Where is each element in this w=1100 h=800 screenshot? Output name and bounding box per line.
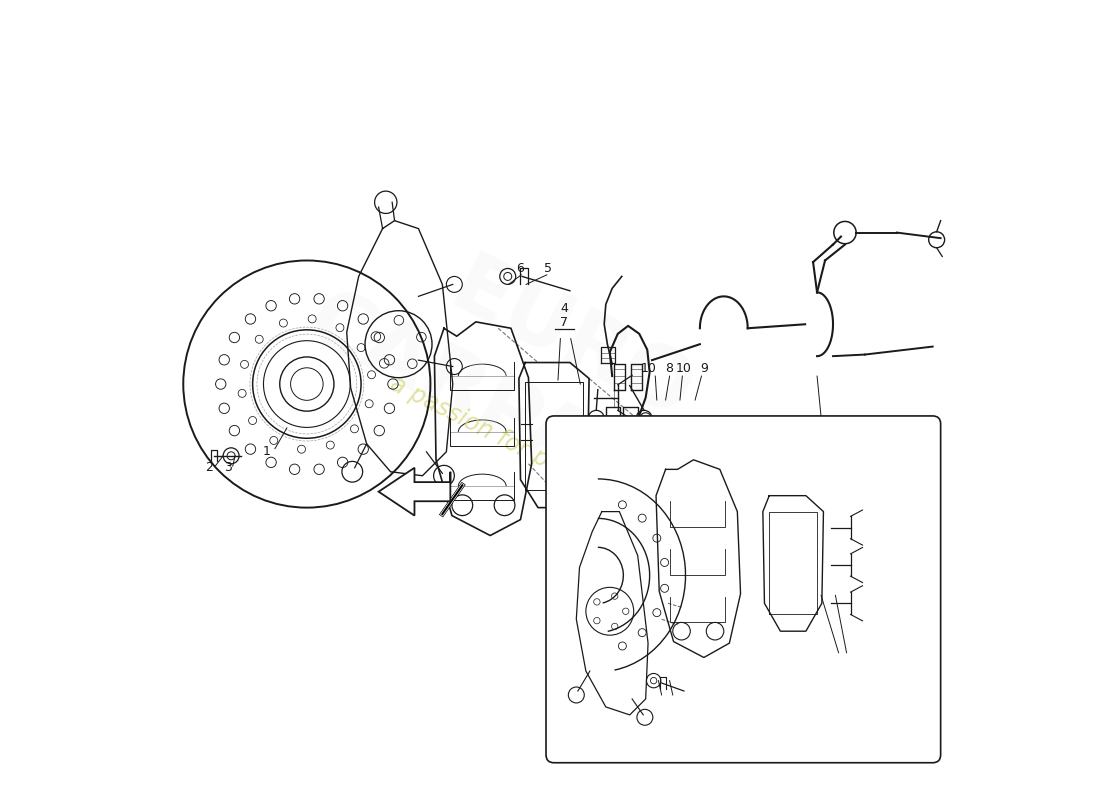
Text: 2: 2 <box>205 462 212 474</box>
Text: 3: 3 <box>224 462 232 474</box>
Text: 12: 12 <box>598 545 614 558</box>
Text: 1: 1 <box>263 446 271 458</box>
Text: 5: 5 <box>673 697 682 710</box>
Text: 4: 4 <box>842 649 849 662</box>
Text: 5: 5 <box>544 262 552 275</box>
Text: 13: 13 <box>842 661 857 674</box>
Polygon shape <box>378 468 450 515</box>
Text: 10: 10 <box>676 362 692 374</box>
Text: 9: 9 <box>701 362 708 374</box>
Text: 7: 7 <box>560 316 569 329</box>
Text: EURO
CARPARTS: EURO CARPARTS <box>295 196 805 572</box>
Text: 10: 10 <box>641 362 657 374</box>
Text: 6: 6 <box>516 262 524 275</box>
Text: a passion for parts since 1985: a passion for parts since 1985 <box>386 372 714 555</box>
FancyBboxPatch shape <box>546 416 940 762</box>
Text: 7: 7 <box>842 634 849 647</box>
Text: 11: 11 <box>616 545 632 558</box>
Text: 6: 6 <box>656 697 664 710</box>
Text: 8: 8 <box>666 362 673 374</box>
Text: 4: 4 <box>560 302 569 315</box>
